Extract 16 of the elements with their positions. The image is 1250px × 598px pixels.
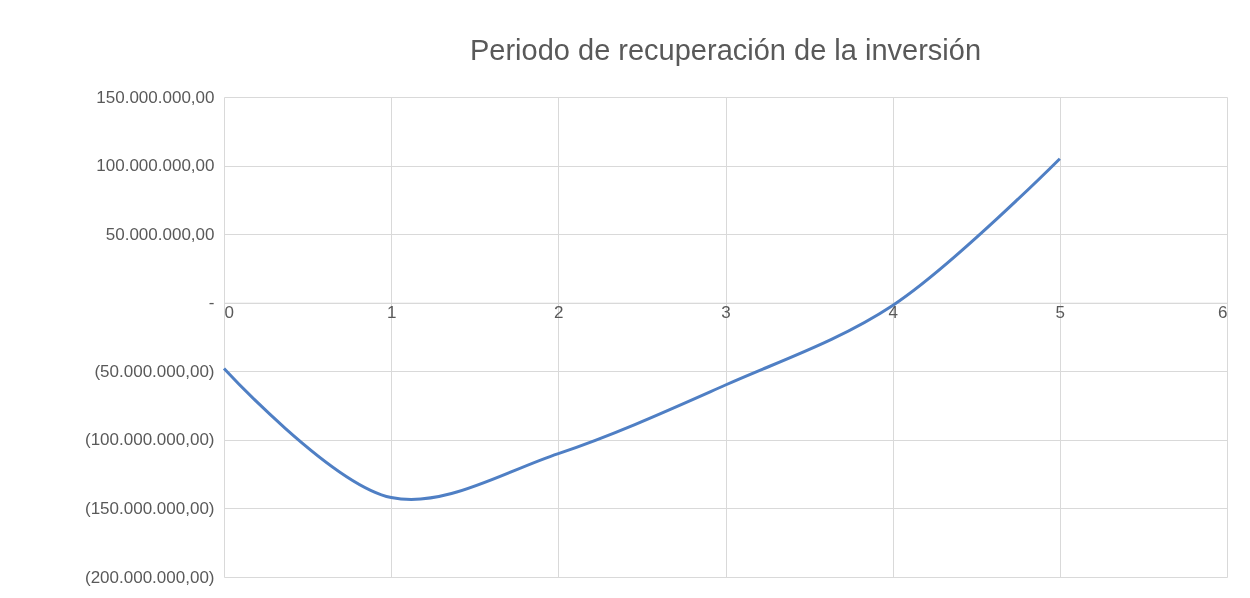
y-tick-label: (150.000.000,00) xyxy=(85,498,215,518)
x-tick-label: 4 xyxy=(888,303,898,323)
x-tick-label: 5 xyxy=(1055,303,1066,323)
chart-title: Periodo de recuperación de la inversión xyxy=(469,34,982,66)
y-tick-label: 150.000.000,00 xyxy=(96,87,215,107)
x-tick-label: 1 xyxy=(386,303,397,323)
y-tick-label: (50.000.000,00) xyxy=(94,361,215,381)
x-tick-label: 2 xyxy=(554,303,564,323)
x-tick-label: 3 xyxy=(721,303,731,323)
y-tick-label: 100.000.000,00 xyxy=(96,156,215,176)
x-tick-label: 0 xyxy=(224,303,234,323)
x-tick-label: 6 xyxy=(1218,303,1228,323)
y-tick-label: (200.000.000,00) xyxy=(85,567,215,587)
y-tick-label: (100.000.000,00) xyxy=(85,430,215,450)
y-tick-label: - xyxy=(208,293,215,313)
y-tick-label: 50.000.000,00 xyxy=(105,224,215,244)
